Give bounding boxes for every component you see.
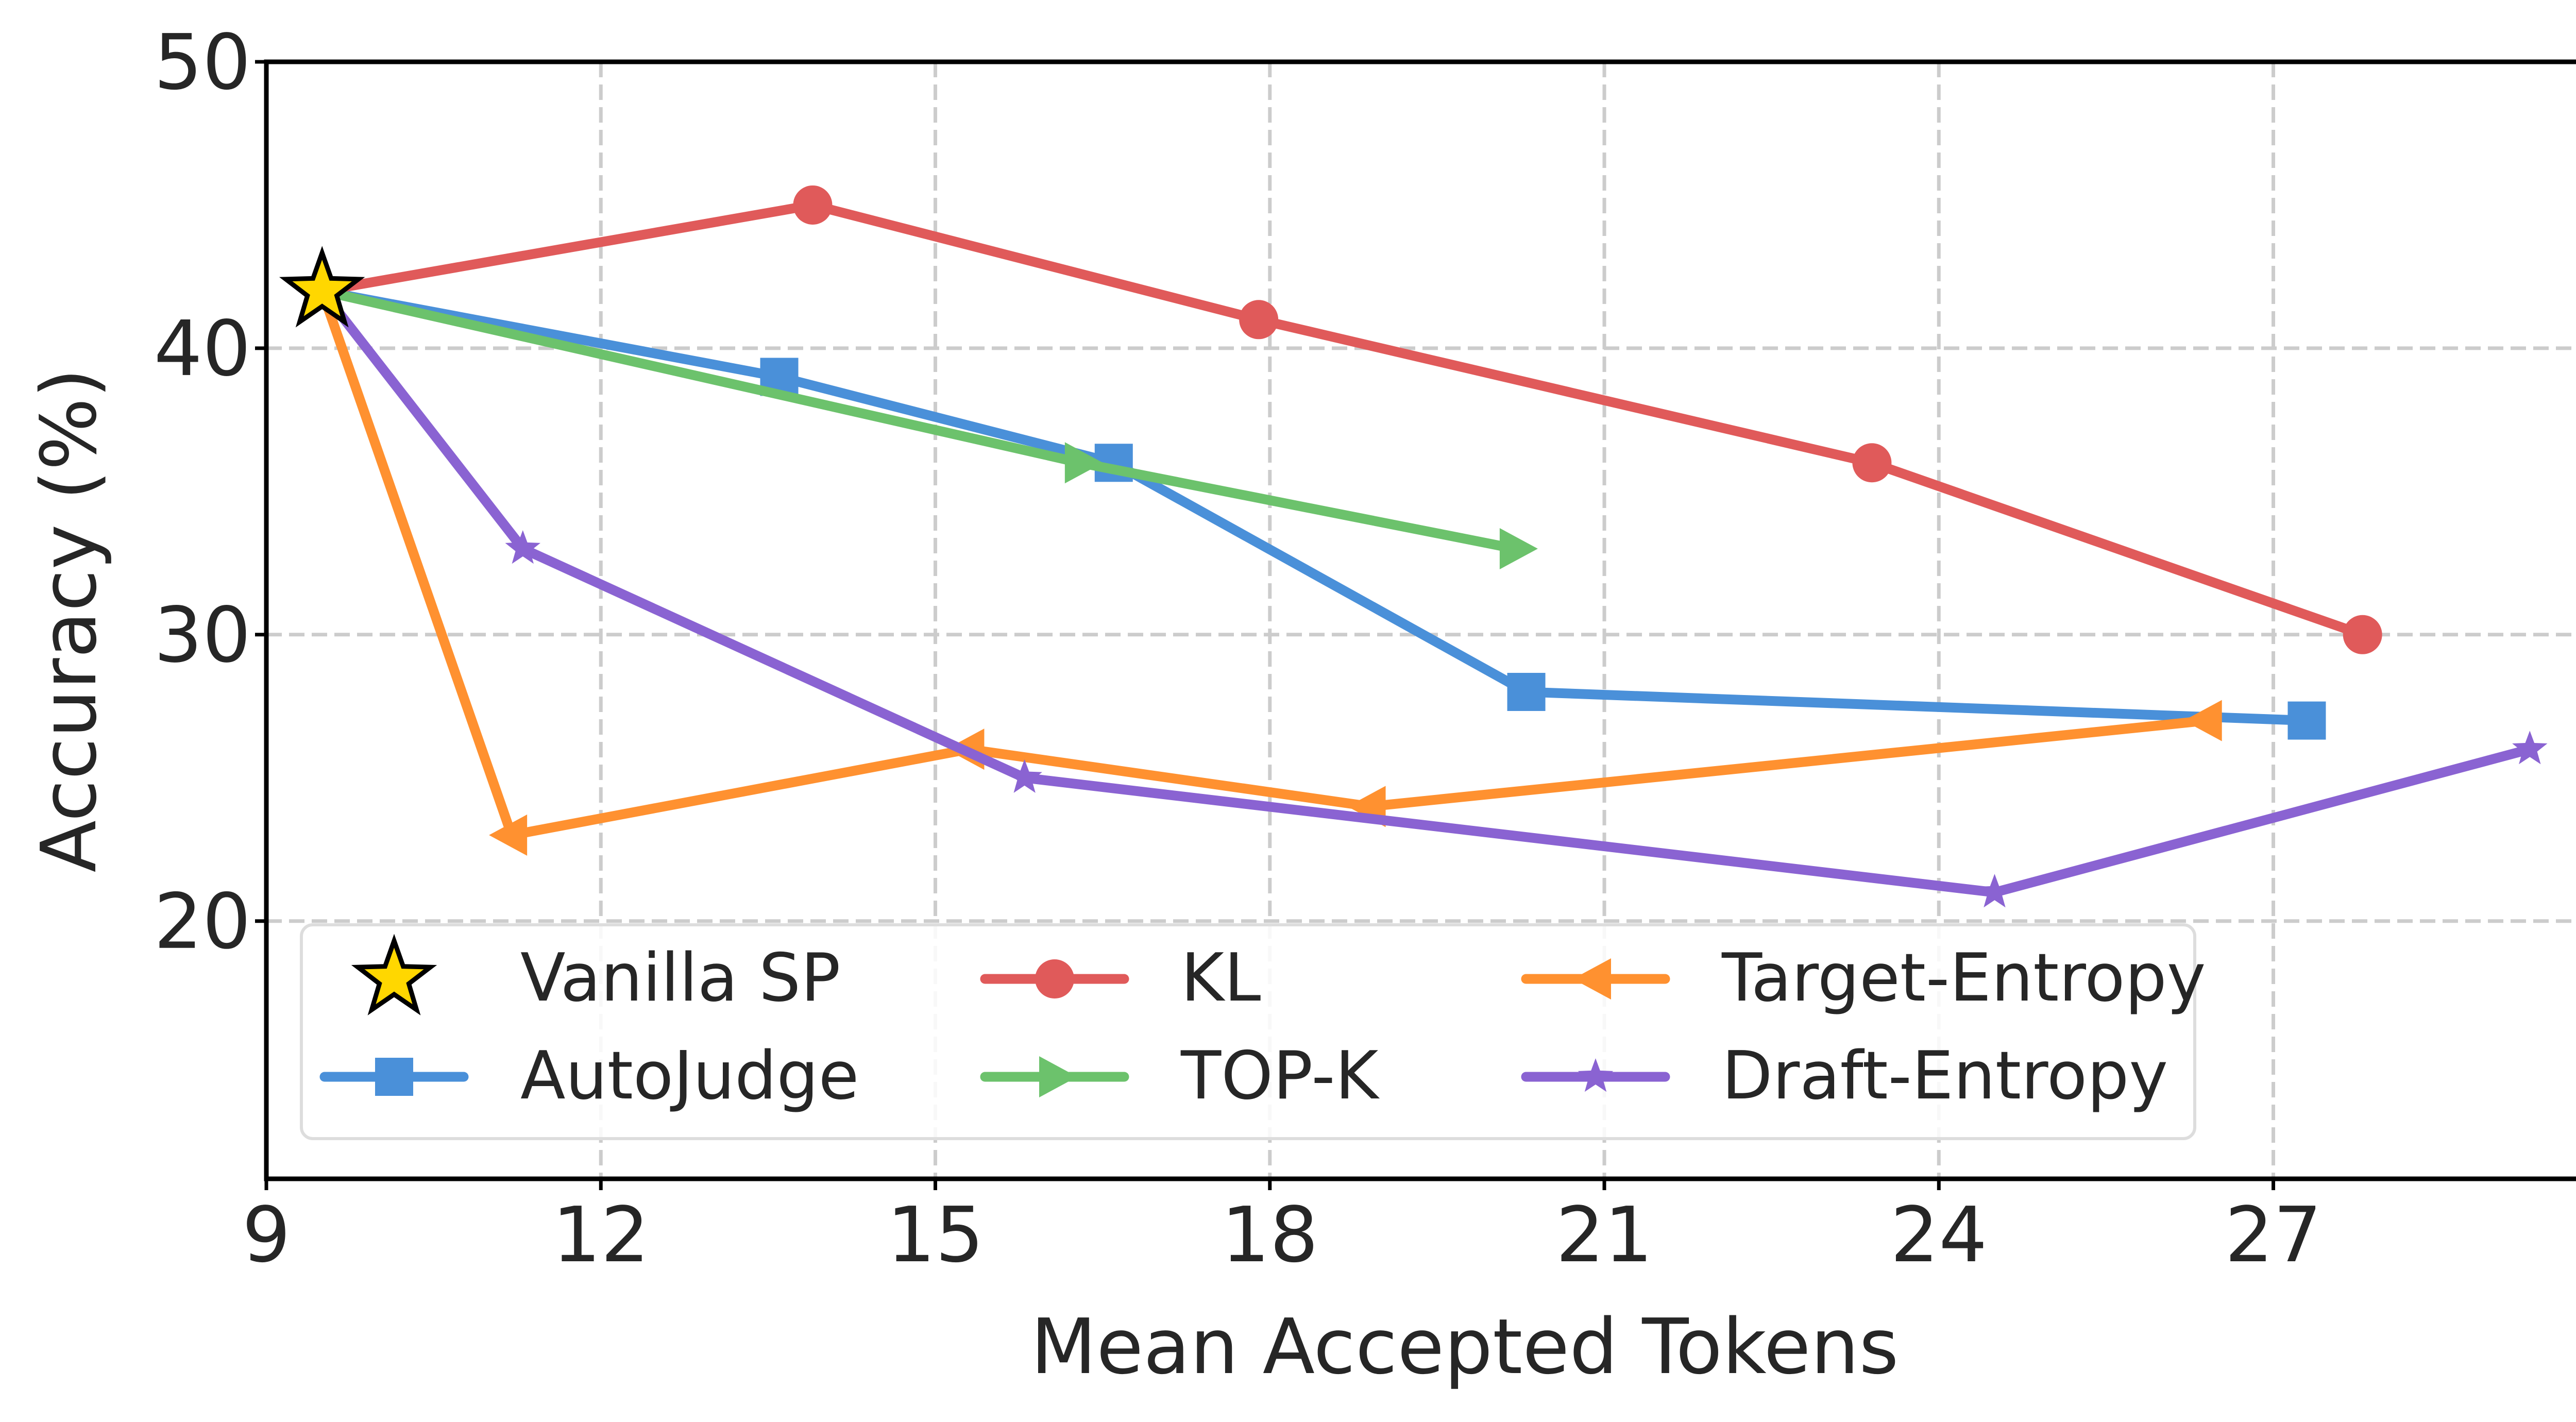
x-tick-label: 15 [887,1191,984,1279]
tick-layer: 9 12 15 18 21 24 27 20 30 40 50 [154,18,2322,1279]
y-axis-title: Accuracy (%) [25,368,113,873]
series-line-target-entropy [317,286,2212,840]
x-tick-label: 9 [242,1191,291,1279]
legend-entry-target-entropy: Target-Entropy [1521,940,2206,1017]
legend-label: Draft-Entropy [1722,1038,2168,1114]
data-point-draft-entropy [1977,874,2012,908]
x-tick-label: 24 [1890,1191,1987,1279]
series-line-kl [317,200,2368,640]
data-point-draft-entropy [1007,759,1042,793]
plot-frame [264,59,2576,1181]
legend-marker [1039,1056,1077,1097]
data-point-autojudge [1507,672,1546,711]
legend-label: AutoJudge [520,1038,859,1114]
data-point-kl [1852,443,1892,483]
legend-label: Vanilla SP [520,940,840,1017]
legend-label: Target-Entropy [1721,940,2206,1017]
y-tick-label: 20 [154,877,251,966]
data-point-kl [793,185,833,225]
data-point-target-entropy [489,814,528,856]
data-point-target-entropy [2183,700,2222,741]
data-point-draft-entropy [2512,731,2548,765]
data-point-kl [1239,300,1279,340]
series-draft-entropy [317,286,2548,908]
series-kl [317,185,2382,654]
x-tick-label: 21 [1556,1191,1653,1279]
x-axis-title: Mean Accepted Tokens [1031,1302,1899,1391]
legend-entry-top-k: TOP-K [980,1038,1380,1114]
y-tick-label: 30 [154,591,251,680]
data-point-kl [2343,615,2382,654]
y-tick-label: 50 [154,18,251,107]
x-tick-label: 18 [1222,1191,1318,1279]
series-target-entropy [317,286,2222,856]
legend-marker [351,934,437,1015]
legend-box [300,923,2196,1140]
series-top-k [317,286,1538,570]
legend-entry-vanilla-sp: Vanilla SP [351,934,840,1017]
legend-marker [375,1058,413,1096]
data-point-autojudge [2287,701,2326,740]
data-point-vanilla-sp [279,246,365,328]
data-point-top-k [1499,528,1538,570]
data-point-top-k [1064,442,1103,484]
legend-entry-autojudge: AutoJudge [319,1038,859,1114]
legend-marker [1573,958,1611,1000]
legend-label: KL [1181,940,1261,1017]
series-line-top-k [317,286,1520,554]
legend-label: TOP-K [1180,1038,1380,1114]
legend-marker [1578,1058,1614,1092]
y-tick-label: 40 [154,304,251,393]
data-point-draft-entropy [505,530,540,564]
grid-layer [266,62,2576,1179]
x-tick-label: 12 [552,1191,649,1279]
legend: Vanilla SP KL Target-Entropy AutoJudge TOP-K… [300,923,2206,1140]
series-layer [279,185,2548,908]
legend-entry-draft-entropy: Draft-Entropy [1521,1038,2168,1114]
series-vanilla-sp [279,246,365,328]
legend-marker [1035,959,1074,998]
legend-entry-kl: KL [980,940,1261,1017]
x-tick-label: 27 [2225,1191,2321,1279]
